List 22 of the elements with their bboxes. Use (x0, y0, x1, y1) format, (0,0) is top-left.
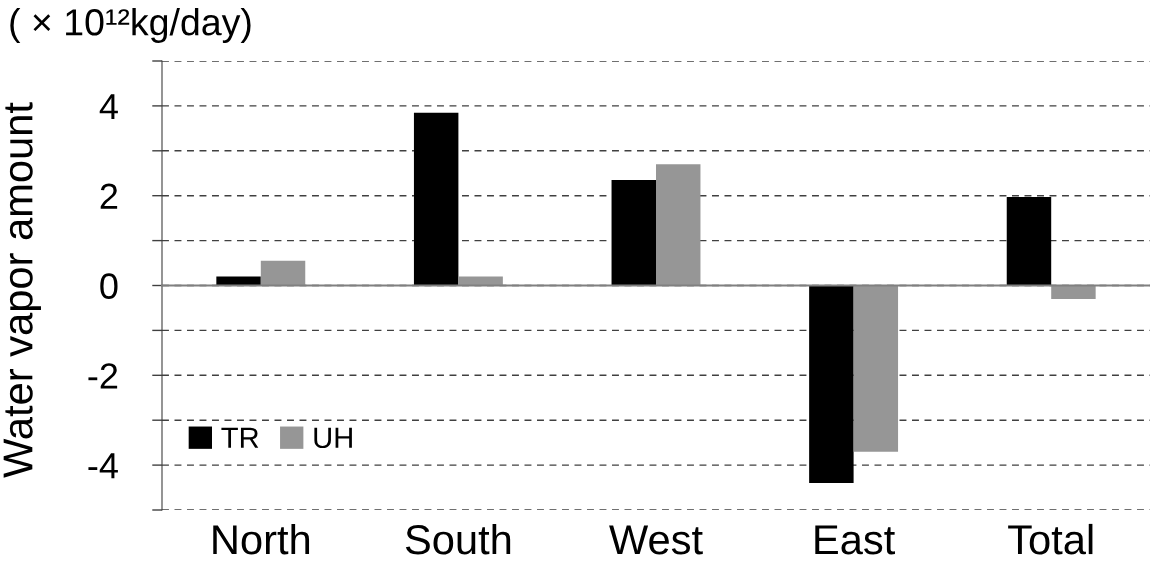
bar (413, 112, 459, 286)
y-tick-label: 2 (100, 183, 118, 209)
y-tick-label: 0 (100, 273, 118, 299)
bar (809, 285, 854, 484)
x-tick-label: South (405, 523, 511, 555)
bar (853, 285, 899, 452)
y-tick-label: 4 (99, 94, 118, 119)
y-axis-title: Water vapor amount (3, 102, 41, 478)
x-tick-label: West (609, 525, 703, 555)
y-tick-label: -4 (88, 453, 118, 479)
bar (656, 164, 701, 286)
legend-label: TR (221, 427, 259, 448)
legend-label: UH (314, 427, 352, 449)
y-tick-label: -2 (88, 363, 118, 389)
x-tick-label: East (815, 525, 895, 555)
bar (611, 179, 656, 286)
bar (1006, 197, 1052, 286)
text: ( × 10¹²kg/day) (10, 8, 251, 43)
bar (1051, 285, 1096, 299)
x-tick-label: North (213, 523, 310, 555)
x-tick-label: Total (1008, 523, 1093, 555)
bar (260, 260, 306, 286)
